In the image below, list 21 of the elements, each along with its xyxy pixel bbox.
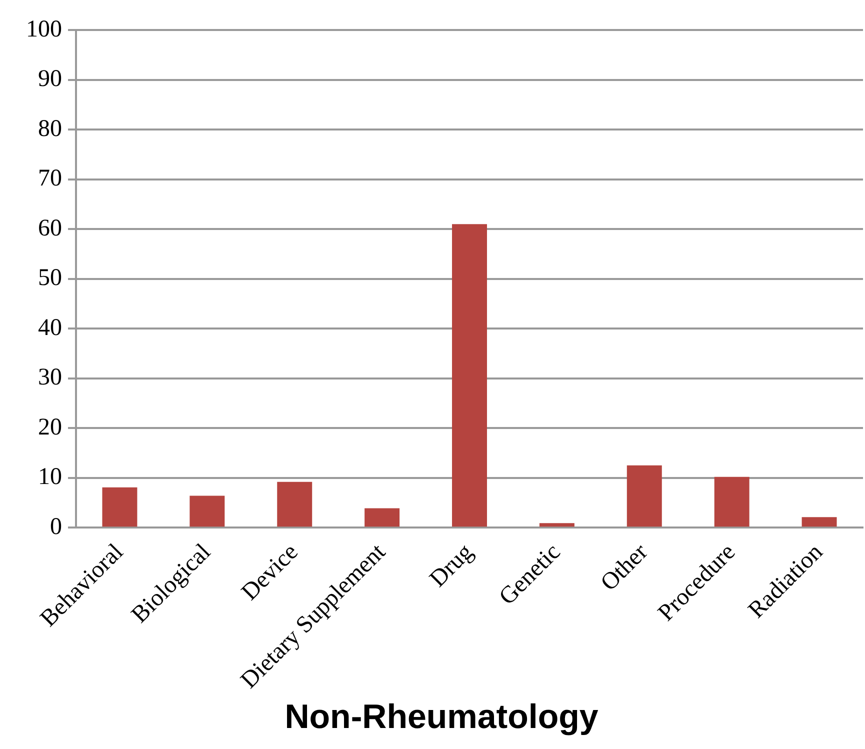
y-tick-label: 20 (38, 414, 62, 440)
bar (102, 487, 138, 527)
y-tick-label: 40 (38, 314, 62, 341)
bar (277, 482, 312, 527)
bar (364, 508, 400, 527)
y-tick-label: 70 (38, 166, 62, 192)
bar (802, 517, 837, 527)
y-tick-label: 0 (50, 514, 62, 540)
bar (452, 224, 487, 527)
bar (626, 465, 662, 527)
y-tick-label: 50 (38, 265, 62, 292)
text: Non-Rheumatology (284, 698, 598, 736)
y-tick-label: 10 (38, 464, 62, 490)
bar (539, 523, 574, 527)
bar (714, 476, 750, 527)
y-tick-label: 90 (38, 66, 62, 92)
y-tick-label: 30 (38, 364, 62, 391)
y-tick-label: 80 (38, 116, 62, 142)
y-tick-label: 60 (38, 215, 62, 242)
bar (190, 496, 225, 527)
y-tick-label: 100 (26, 16, 62, 42)
